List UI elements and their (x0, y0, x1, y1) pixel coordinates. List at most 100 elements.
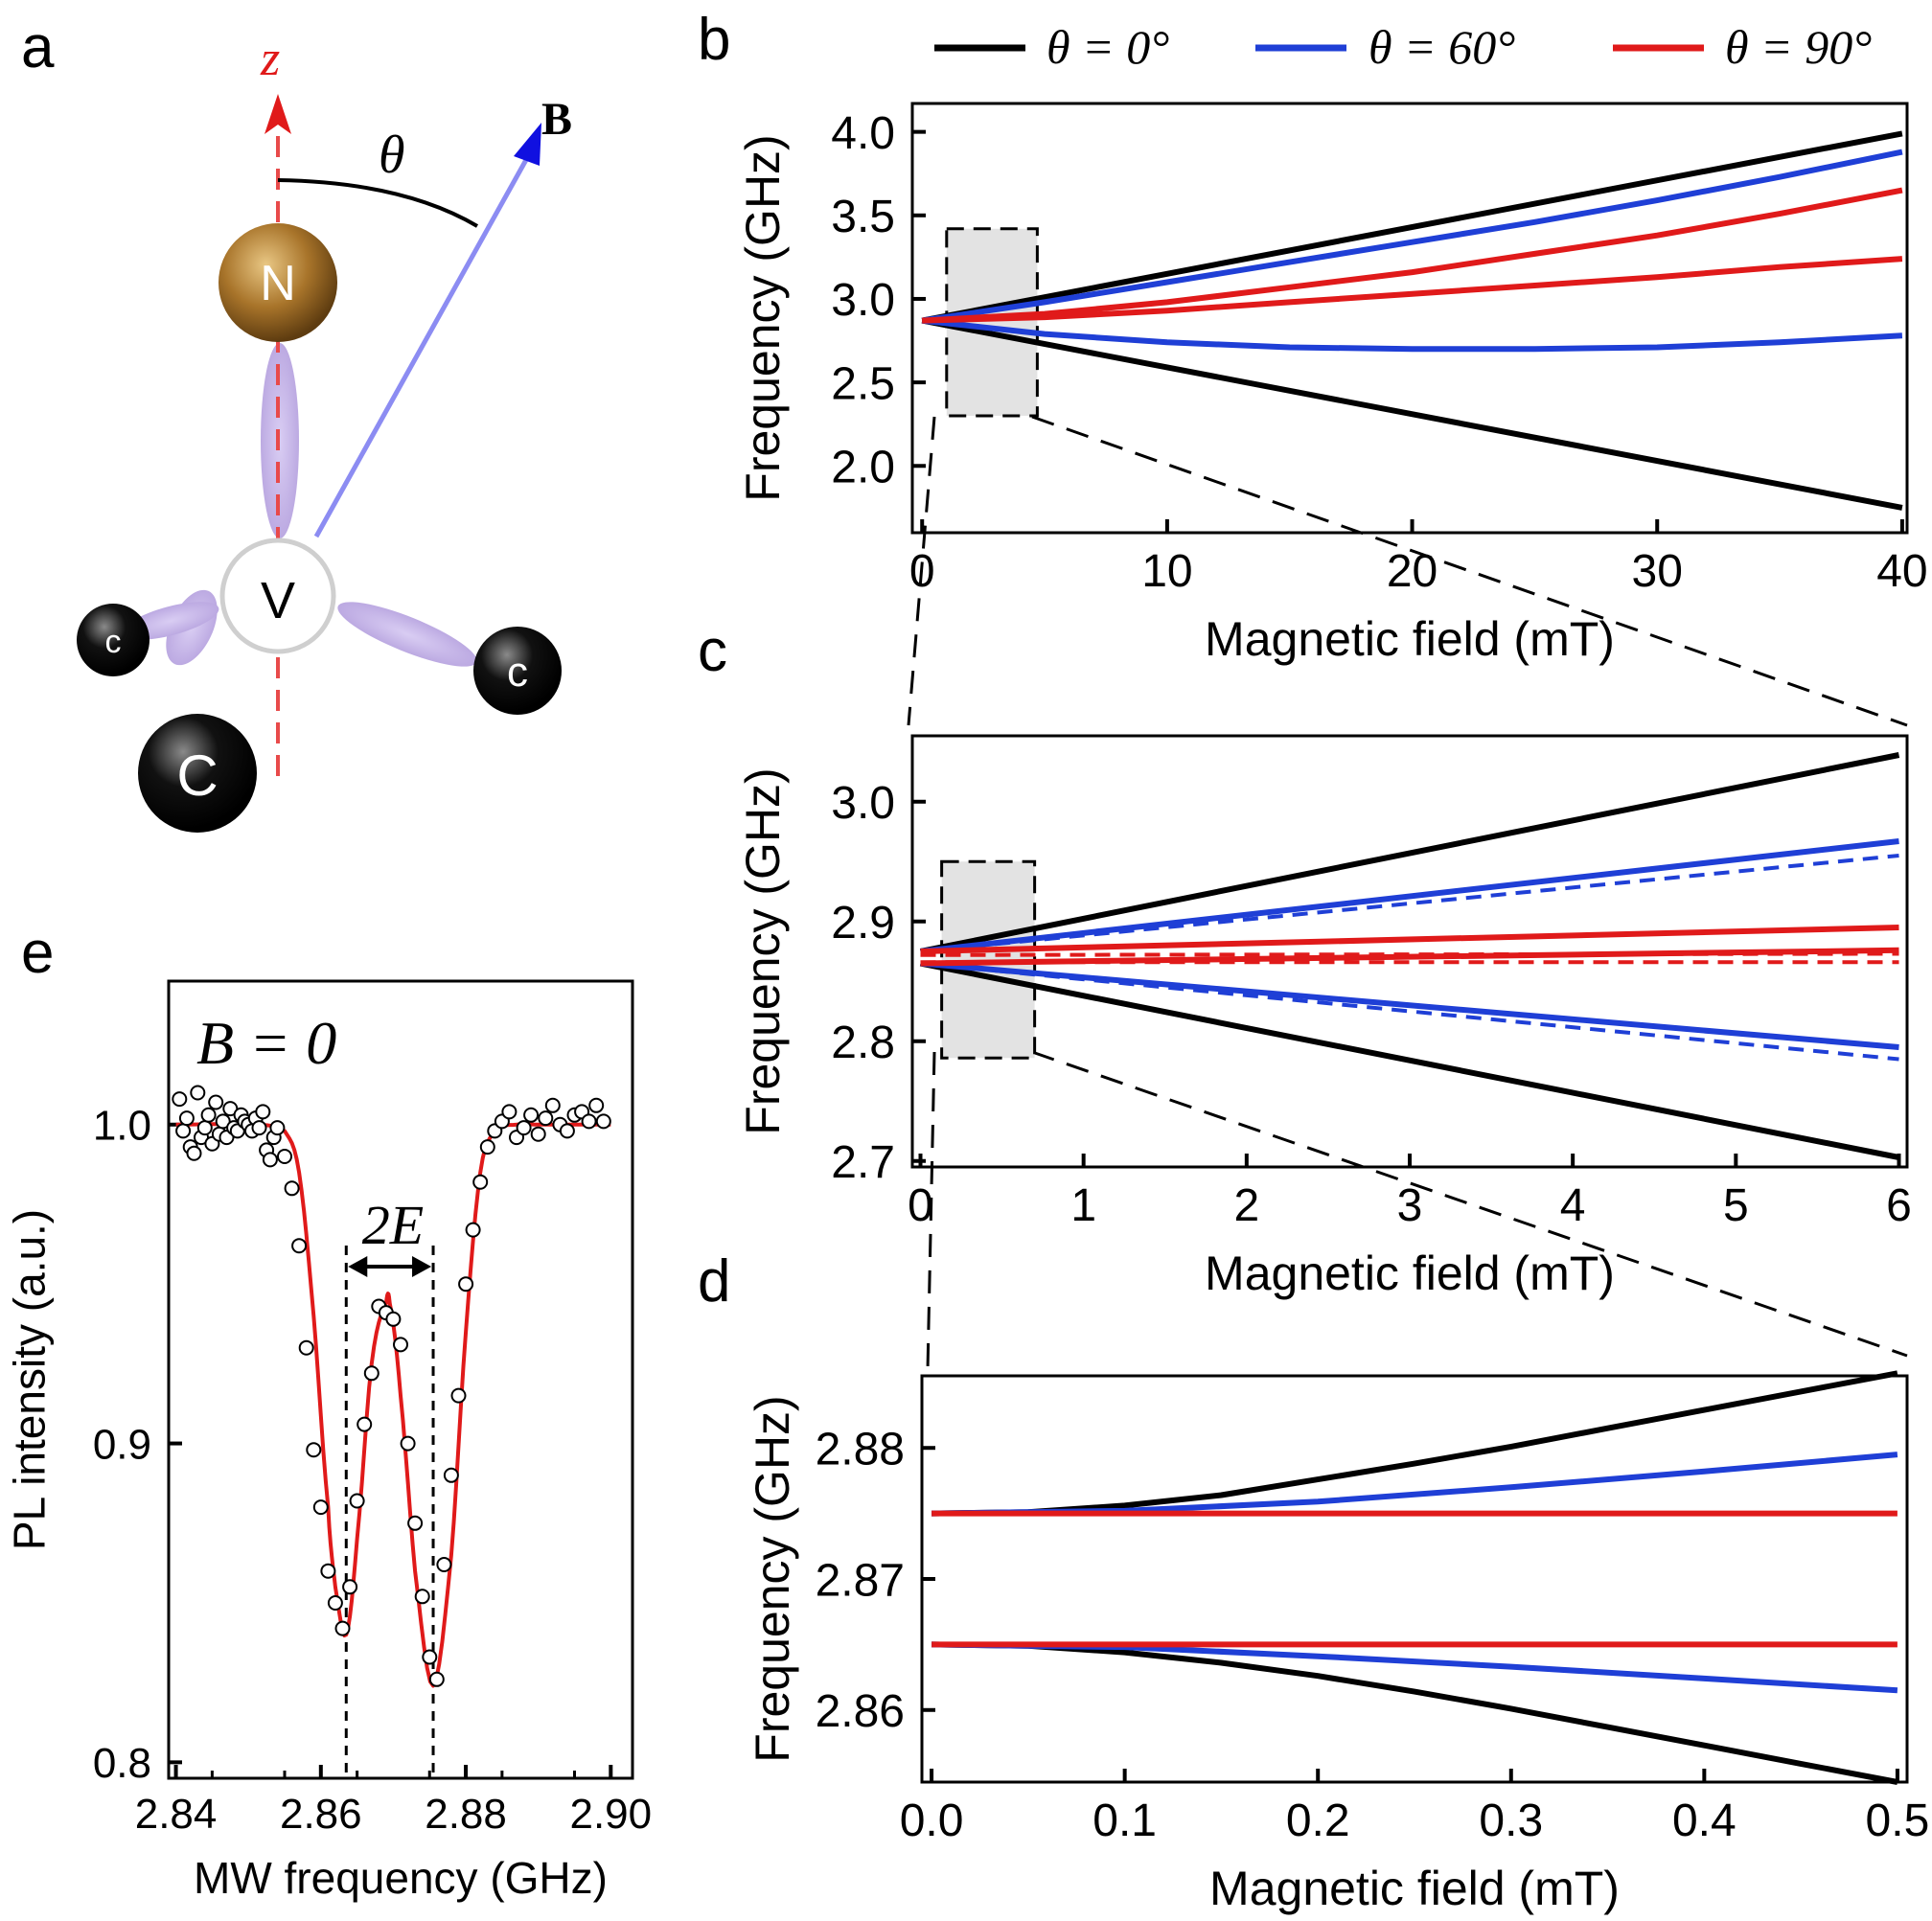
chart-e-data-point (172, 1092, 186, 1106)
chart-d-xtick-label: 0.4 (1672, 1795, 1736, 1846)
chart-b-xtick-label: 20 (1387, 546, 1438, 597)
chart-e-data-point (176, 1124, 190, 1137)
chart-e-data-point (416, 1589, 429, 1603)
chart-e-data-point (589, 1099, 603, 1112)
legend-label-theta-90: θ = 90° (1725, 20, 1872, 74)
chart-b-xtick-label: 30 (1632, 546, 1683, 597)
chart-e-ytick-label: 1.0 (93, 1103, 151, 1150)
field-vector-arrow-icon (514, 123, 541, 166)
chart-e-data-point (532, 1128, 545, 1141)
chart-e-data-point (386, 1313, 400, 1326)
chart-e-data-point (300, 1341, 313, 1355)
chart-e-data-point (343, 1580, 356, 1593)
chart-e-data-point (314, 1500, 328, 1514)
chart-e-data-point (452, 1389, 466, 1403)
chart-e-data-point (321, 1565, 334, 1578)
chart-b-ytick-label: 3.5 (831, 192, 895, 242)
chart-c-series-1-lower (921, 964, 1899, 1048)
chart-e-data-point (256, 1105, 269, 1118)
chart-e-data-point (278, 1150, 291, 1163)
chart-b-ytick-label: 2.0 (831, 443, 895, 493)
chart-c-series-0-upper (921, 755, 1899, 951)
chart-b-ylabel: Frequency (GHz) (736, 134, 790, 501)
chart-b-ytick-label: 4.0 (831, 108, 895, 159)
chart-e-data-point (445, 1469, 458, 1482)
panel-letter-c: c (698, 618, 727, 684)
chart-d-ytick-label: 2.88 (816, 1425, 905, 1475)
chart-e-splitting-arrow-left-icon (348, 1256, 367, 1277)
legend-label-theta-60: θ = 60° (1368, 20, 1515, 74)
chart-e: 2.84 2.86 2.88 2.90 0.8 0.9 1.0 MW frequency (G… (4, 981, 652, 1903)
chart-b-xtick-label: 10 (1141, 546, 1192, 597)
z-axis-label: z (260, 32, 280, 86)
chart-b-ytick-label: 2.5 (831, 358, 895, 409)
chart-e-data-point (180, 1111, 194, 1125)
zoom-connector-c-d-right (1032, 1052, 1907, 1356)
chart-e-data-point (191, 1086, 204, 1100)
chart-e-data-point (365, 1366, 379, 1380)
chart-c-xlabel: Magnetic field (mT) (1205, 1246, 1615, 1300)
chart-e-data-point (351, 1495, 364, 1508)
field-vector-label: B (541, 94, 572, 145)
z-axis-arrow-icon (264, 94, 291, 134)
chart-c-series-0-lower (921, 964, 1899, 1158)
chart-e-xtick-label: 2.90 (569, 1791, 652, 1838)
chart-e-data-point (253, 1121, 266, 1134)
chart-d-series-0-lower (932, 1644, 1898, 1782)
panel-letter-b: b (698, 7, 730, 73)
chart-c-ytick-label: 2.8 (831, 1018, 895, 1068)
chart-d-ylabel: Frequency (GHz) (746, 1395, 799, 1762)
chart-e-xtick-label: 2.86 (280, 1791, 362, 1838)
carbon-label-bottom: C (176, 743, 218, 808)
chart-d-ytick-label: 2.87 (816, 1555, 905, 1606)
chart-c-xtick-label: 2 (1233, 1180, 1259, 1231)
chart-c-xtick-label: 5 (1723, 1180, 1749, 1231)
chart-c-xtick-label: 3 (1397, 1180, 1423, 1231)
chart-e-data-point (546, 1099, 560, 1112)
legend: θ = 0° θ = 60° θ = 90° (934, 20, 1872, 74)
chart-e-data-point (188, 1147, 201, 1160)
chart-e-ylabel: PL intensity (a.u.) (4, 1209, 54, 1550)
chart-e-data-point (583, 1114, 596, 1128)
chart-e-data-point (307, 1443, 320, 1456)
angle-label: θ (379, 126, 405, 185)
chart-c-series-1-upper (921, 841, 1899, 951)
chart-b-xlabel: Magnetic field (mT) (1205, 612, 1615, 666)
chart-e-data-point (394, 1338, 407, 1351)
chart-e-data-point (264, 1153, 277, 1166)
chart-e-data-point (402, 1437, 415, 1451)
chart-e-data-point (467, 1223, 480, 1237)
chart-c-xtick-label: 1 (1070, 1180, 1096, 1231)
chart-c-ytick-label: 2.9 (831, 898, 895, 949)
chart-d-xtick-label: 0.3 (1479, 1795, 1543, 1846)
chart-e-ytick-label: 0.9 (93, 1421, 151, 1468)
chart-d-xtick-label: 0.2 (1286, 1795, 1350, 1846)
chart-e-data-point (408, 1517, 422, 1530)
chart-e-splitting-arrow-right-icon (412, 1256, 431, 1277)
chart-c-xtick-label: 6 (1886, 1180, 1912, 1231)
chart-e-annotation: B = 0 (196, 1009, 336, 1077)
panel-letter-d: d (698, 1248, 730, 1315)
chart-e-xtick-label: 2.88 (425, 1791, 507, 1838)
chart-b: 0 10 20 30 40 2.0 2.5 3.0 3.5 4.0 Magnetic field (… (736, 103, 1928, 666)
carbon-label-right: c (507, 649, 528, 696)
chart-d-xtick-label: 0.0 (900, 1795, 964, 1846)
chart-b-ytick-label: 3.0 (831, 275, 895, 326)
chart-e-data-point (270, 1121, 284, 1134)
carbon-label-left: c (105, 624, 122, 660)
chart-b-xtick-label: 0 (909, 546, 935, 597)
chart-e-data-point (518, 1121, 531, 1134)
vacancy-label: V (261, 572, 295, 629)
chart-c-ylabel: Frequency (GHz) (736, 767, 790, 1134)
chart-e-splitting-label: 2E (362, 1194, 424, 1256)
chart-d-xtick-label: 0.5 (1866, 1795, 1930, 1846)
chart-c-ytick-label: 2.7 (831, 1137, 895, 1188)
chart-e-data-point (502, 1105, 516, 1118)
chart-e-data-point (286, 1181, 299, 1195)
chart-e-data-point (597, 1114, 610, 1128)
chart-c: 0 1 2 3 4 5 6 2.7 2.8 2.9 3.0 Magnetic field (mT) Fr… (736, 736, 1912, 1300)
nv-center-diagram: z B θ N V c c C (77, 32, 572, 833)
chart-b-xtick-label: 40 (1876, 546, 1927, 597)
chart-d: 0.0 0.1 0.2 0.3 0.4 0.5 2.86 2.87 2.88 Magnetic f… (746, 1373, 1929, 1915)
